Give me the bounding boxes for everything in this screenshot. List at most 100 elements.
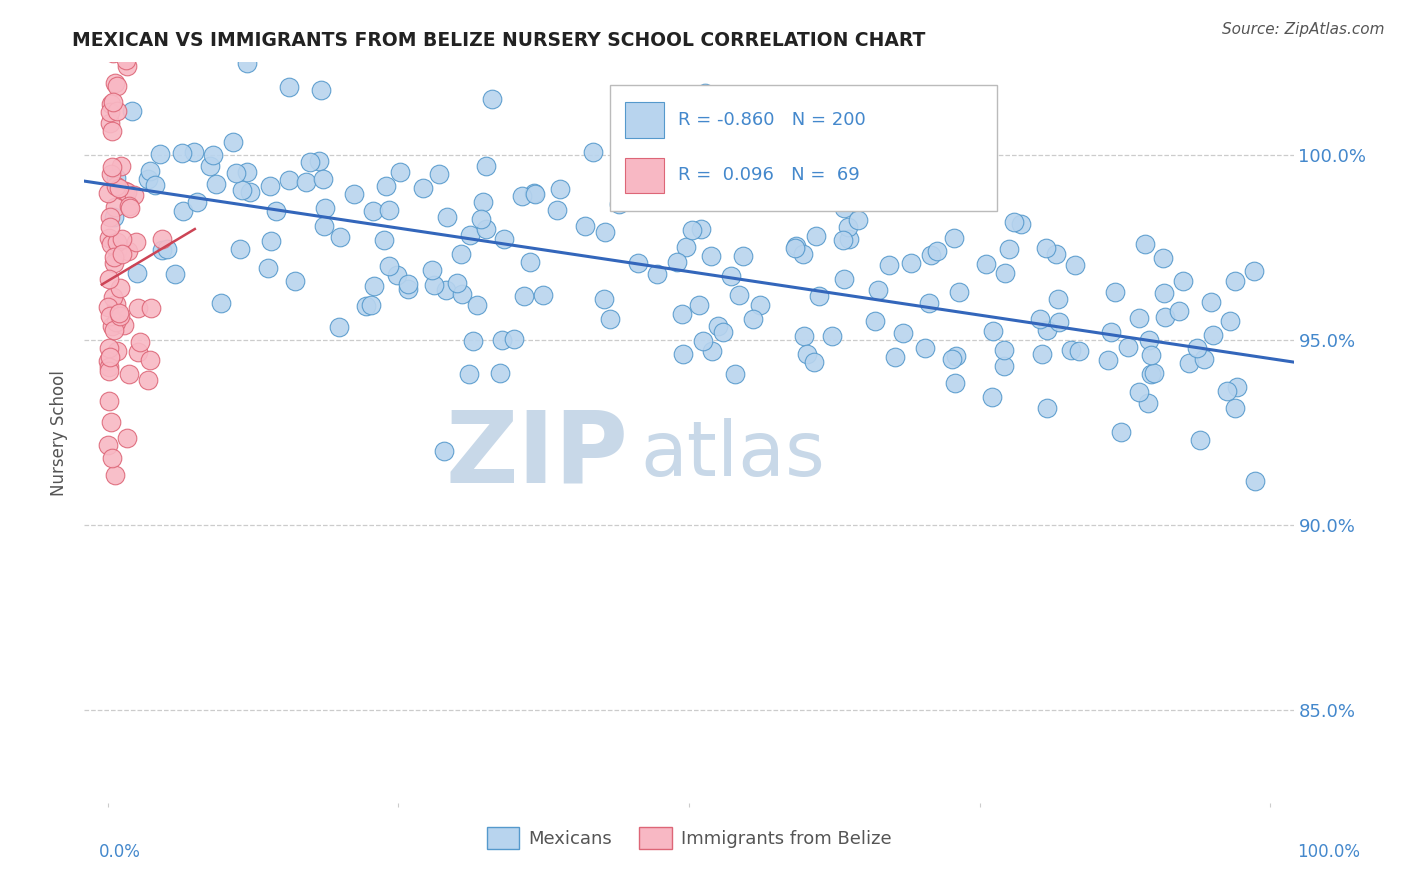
Point: [378, 259, 401, 273]
Point: [97, 300, 120, 314]
Point: [846, 212, 869, 227]
Point: [470, 211, 492, 226]
Point: [1185, 342, 1208, 356]
Point: [1143, 366, 1166, 380]
Point: [97, 394, 120, 409]
Point: [513, 288, 536, 302]
Point: [150, 243, 173, 257]
Point: [475, 159, 498, 173]
Point: [837, 219, 859, 234]
Point: [1139, 348, 1161, 362]
Point: [522, 186, 544, 201]
Point: [1036, 401, 1059, 416]
Point: [311, 172, 333, 186]
Point: [998, 242, 1021, 256]
Point: [122, 187, 145, 202]
Text: MEXICAN VS IMMIGRANTS FROM BELIZE NURSERY SCHOOL CORRELATION CHART: MEXICAN VS IMMIGRANTS FROM BELIZE NURSER…: [72, 30, 925, 50]
Point: [994, 266, 1017, 280]
Point: [1029, 311, 1052, 326]
Point: [494, 232, 516, 246]
Point: [104, 467, 127, 482]
Point: [329, 230, 352, 244]
Point: [278, 80, 301, 95]
Point: [101, 46, 124, 61]
Point: [1046, 293, 1069, 307]
Point: [97, 230, 120, 244]
Point: [458, 367, 481, 381]
Point: [792, 247, 814, 261]
Point: [97, 186, 120, 200]
Point: [974, 257, 997, 271]
Point: [97, 341, 120, 355]
Point: [695, 86, 717, 100]
Point: [1128, 384, 1150, 399]
Point: [201, 148, 224, 162]
Point: [98, 271, 121, 285]
Point: [105, 344, 128, 359]
Text: ZIP: ZIP: [446, 407, 628, 503]
Point: [627, 256, 650, 270]
Point: [105, 235, 128, 249]
Text: atlas: atlas: [641, 417, 825, 491]
Point: [461, 334, 484, 348]
Point: [866, 283, 889, 297]
Point: [1002, 215, 1025, 229]
Point: [423, 277, 446, 292]
Point: [103, 256, 125, 270]
Point: [593, 225, 616, 239]
Point: [125, 235, 148, 249]
Point: [838, 232, 860, 246]
Point: [235, 165, 257, 179]
Point: [877, 258, 900, 272]
Point: [111, 247, 134, 261]
Point: [108, 309, 131, 323]
Point: [117, 199, 139, 213]
Point: [117, 244, 139, 259]
Point: [115, 431, 138, 445]
Point: [97, 364, 120, 378]
Point: [920, 248, 942, 262]
Point: [105, 103, 128, 118]
Point: [363, 279, 385, 293]
Point: [688, 298, 710, 312]
Point: [1223, 274, 1246, 288]
Point: [900, 256, 922, 270]
Point: [582, 145, 605, 159]
Point: [105, 78, 128, 93]
Point: [832, 201, 855, 215]
Point: [1067, 343, 1090, 358]
Point: [110, 159, 132, 173]
Point: [436, 210, 458, 224]
Point: [450, 247, 472, 261]
Point: [1031, 347, 1053, 361]
Point: [314, 219, 336, 233]
Point: [103, 323, 125, 337]
Point: [700, 249, 723, 263]
Point: [103, 250, 125, 264]
Point: [1244, 474, 1267, 488]
Point: [354, 299, 377, 313]
Text: 0.0%: 0.0%: [98, 843, 141, 861]
Point: [101, 160, 124, 174]
Point: [183, 145, 205, 160]
Point: [524, 186, 547, 201]
Point: [127, 266, 149, 280]
Point: [474, 221, 496, 235]
Point: [150, 232, 173, 246]
Point: [706, 319, 728, 334]
Point: [458, 227, 481, 242]
Point: [1135, 236, 1157, 251]
Point: [1099, 325, 1122, 339]
Point: [299, 155, 322, 169]
Point: [127, 344, 149, 359]
Point: [918, 296, 941, 310]
Point: [803, 354, 825, 368]
Point: [143, 178, 166, 193]
Point: [284, 274, 307, 288]
Text: R = -0.860   N = 200: R = -0.860 N = 200: [678, 111, 866, 128]
Point: [1045, 247, 1067, 261]
Point: [925, 244, 948, 258]
Point: [111, 232, 134, 246]
Legend: Mexicans, Immigrants from Belize: Mexicans, Immigrants from Belize: [486, 827, 891, 849]
Point: [671, 307, 693, 321]
